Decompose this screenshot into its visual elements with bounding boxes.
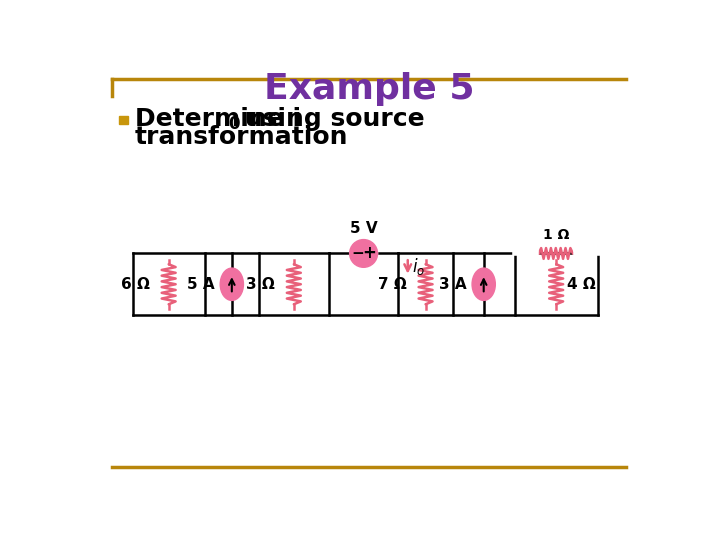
Text: 4 Ω: 4 Ω (567, 276, 595, 292)
Text: −: − (352, 246, 364, 261)
Ellipse shape (220, 268, 243, 300)
Circle shape (350, 240, 377, 267)
Bar (120, 116, 128, 125)
Text: using source: using source (235, 107, 424, 131)
Ellipse shape (472, 268, 495, 300)
Text: 0: 0 (228, 115, 240, 133)
Text: $i_o$: $i_o$ (412, 256, 425, 278)
Text: 3 A: 3 A (439, 276, 467, 292)
Text: 3 Ω: 3 Ω (246, 276, 275, 292)
Text: +: + (362, 245, 376, 262)
Text: 1 Ω: 1 Ω (543, 228, 569, 242)
Text: 5 A: 5 A (187, 276, 215, 292)
Text: transformation: transformation (135, 125, 348, 149)
Text: Determine i: Determine i (135, 107, 301, 131)
Text: 6 Ω: 6 Ω (121, 276, 150, 292)
Text: 7 Ω: 7 Ω (378, 276, 407, 292)
Text: Example 5: Example 5 (264, 72, 474, 106)
Text: 5 V: 5 V (350, 221, 377, 236)
